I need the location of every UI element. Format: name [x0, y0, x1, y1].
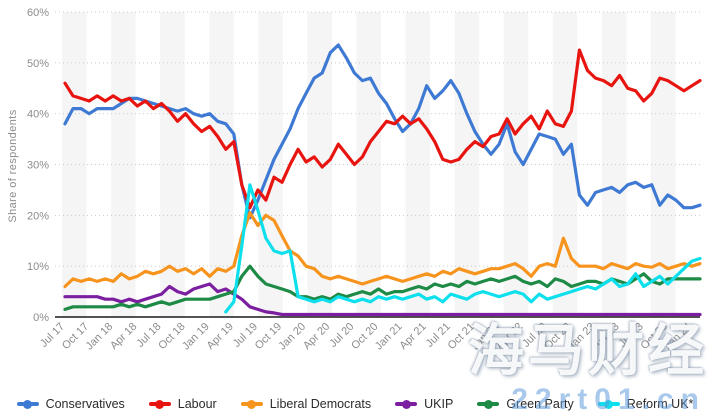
x-tick-label: Apr 22: [494, 321, 525, 352]
x-tick-label: Apr 21: [397, 321, 428, 352]
legend-marker-icon: [477, 399, 500, 409]
series-line-conservatives: [63, 43, 702, 220]
legend-marker-icon: [597, 399, 620, 409]
x-tick-label: Apr 18: [108, 321, 139, 352]
x-tick-label: Apr 20: [301, 321, 332, 352]
legend-item-reform-uk[interactable]: Reform UK*: [597, 397, 694, 411]
y-tick-label: 60%: [27, 7, 49, 19]
legend-label: Reform UK*: [626, 397, 694, 411]
legend-label: Conservatives: [45, 397, 125, 411]
legend-label: Labour: [177, 397, 217, 411]
plot-band: [405, 12, 431, 317]
plot-band: [356, 12, 381, 317]
x-tick-label: Jan 18: [84, 321, 116, 353]
y-axis-title: Share of respondents: [7, 109, 19, 223]
legend-item-ukip[interactable]: UKIP: [395, 397, 453, 411]
legend-label: Green Party: [506, 397, 574, 411]
y-tick-label: 20%: [27, 210, 49, 222]
series-line-green-party: [63, 264, 702, 311]
series-line-labour: [63, 48, 702, 210]
y-tick-label: 40%: [27, 109, 49, 121]
legend-item-conservatives[interactable]: Conservatives: [16, 397, 125, 411]
y-tick-label: 50%: [27, 58, 49, 70]
x-tick-label: Jan 24: [662, 321, 694, 353]
legend-label: UKIP: [424, 397, 454, 411]
y-tick-label: 30%: [27, 160, 49, 172]
x-tick-label: Jan 19: [180, 321, 212, 353]
x-tick-label: Jan 23: [566, 321, 598, 353]
series-line-liberal-democrats: [63, 211, 702, 289]
legend-marker-icon: [240, 399, 263, 409]
x-tick-label: Jan 20: [276, 321, 308, 353]
legend-marker-dot: [23, 399, 33, 409]
series-line-ukip: [63, 282, 702, 317]
legend-marker-dot: [401, 399, 411, 409]
legend-marker-dot: [483, 399, 493, 409]
legend-marker-icon: [395, 399, 418, 409]
legend-marker-dot: [604, 399, 614, 409]
x-tick-label: Apr 19: [205, 321, 236, 352]
plot-band: [209, 12, 234, 317]
legend-item-liberal-democrats[interactable]: Liberal Democrats: [240, 397, 372, 411]
legend-marker-icon: [16, 399, 39, 409]
legend-item-labour[interactable]: Labour: [148, 397, 217, 411]
legend-marker-icon: [148, 399, 171, 409]
legend: Conservatives Labour Liberal Democrats UKIP…: [0, 397, 710, 411]
series-line-reform-uk: [224, 183, 702, 314]
plot-band: [62, 12, 87, 317]
legend-marker-dot: [155, 399, 165, 409]
legend-label: Liberal Democrats: [269, 397, 372, 411]
x-tick-label: Jan 22: [469, 321, 501, 353]
x-tick-label: Jan 21: [373, 321, 405, 353]
y-tick-label: 10%: [27, 261, 49, 273]
plot-band: [601, 12, 627, 317]
legend-item-green-party[interactable]: Green Party: [477, 397, 574, 411]
y-tick-label: 0%: [33, 312, 49, 324]
x-tick-label: Apr 23: [590, 321, 621, 352]
legend-marker-dot: [247, 399, 257, 409]
